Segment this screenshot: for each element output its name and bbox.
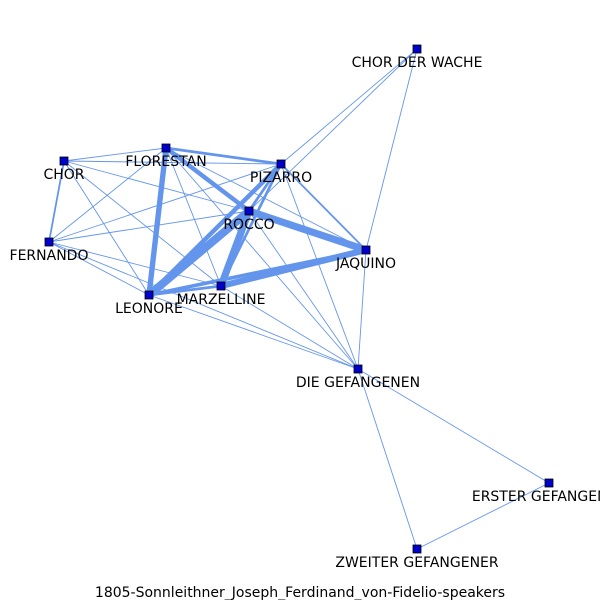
node-die_gefangenen bbox=[353, 364, 363, 374]
node-label-chor_der_wache: CHOR DER WACHE bbox=[352, 55, 483, 71]
graph-caption: 1805-Sonnleithner_Joseph_Ferdinand_von-F… bbox=[95, 585, 505, 600]
node-label-rocco: ROCCO bbox=[223, 217, 274, 233]
edge-die_gefangenen-zweiter_gefangener bbox=[357, 368, 418, 550]
edge-chor-fernando bbox=[48, 160, 65, 243]
edge-marzelline-die_gefangenen bbox=[220, 285, 359, 370]
edge-leonore-marzelline bbox=[147, 284, 223, 297]
node-jaquino bbox=[361, 245, 371, 255]
node-label-chor: CHOR bbox=[43, 167, 84, 183]
node-chor bbox=[59, 156, 69, 166]
edge-chor-marzelline bbox=[63, 160, 222, 287]
edge-chor_der_wache-pizarro bbox=[280, 48, 418, 165]
node-rocco bbox=[244, 206, 254, 216]
edge-florestan-leonore bbox=[146, 145, 169, 298]
node-fernando bbox=[44, 237, 54, 247]
node-marzelline bbox=[216, 281, 226, 291]
edge-chor-florestan bbox=[63, 147, 167, 162]
node-chor_der_wache bbox=[412, 44, 422, 54]
edge-erster_gefangener-zweiter_gefangener bbox=[416, 482, 550, 550]
nodes-layer bbox=[44, 44, 554, 554]
edge-fernando-marzelline bbox=[48, 241, 222, 287]
edge-rocco-die_gefangenen bbox=[248, 210, 359, 370]
edge-leonore-die_gefangenen bbox=[148, 294, 359, 370]
node-label-leonore: LEONORE bbox=[115, 301, 183, 317]
edge-florestan-fernando bbox=[48, 147, 167, 243]
edge-florestan-die_gefangenen bbox=[165, 147, 359, 370]
edge-florestan-pizarro bbox=[164, 146, 283, 166]
node-label-marzelline: MARZELLINE bbox=[177, 292, 266, 308]
edge-florestan-rocco bbox=[163, 145, 252, 214]
edge-pizarro-fernando bbox=[48, 163, 282, 243]
node-label-jaquino: JAQUINO bbox=[335, 256, 396, 272]
edge-fernando-leonore bbox=[48, 241, 150, 296]
edge-jaquino-die_gefangenen bbox=[357, 249, 367, 370]
edge-jaquino-leonore bbox=[147, 248, 368, 297]
node-erster_gefangener bbox=[544, 478, 554, 488]
edge-chor-rocco bbox=[63, 160, 250, 212]
node-label-pizarro: PIZARRO bbox=[250, 170, 312, 186]
edge-chor_der_wache-jaquino bbox=[365, 48, 418, 251]
node-florestan bbox=[161, 143, 171, 153]
edge-rocco-fernando bbox=[48, 210, 250, 243]
edge-rocco-leonore bbox=[144, 206, 254, 300]
edge-die_gefangenen-erster_gefangener bbox=[357, 368, 550, 484]
edge-rocco-marzelline bbox=[217, 207, 253, 290]
node-label-fernando: FERNANDO bbox=[10, 248, 89, 264]
edge-fernando-die_gefangenen bbox=[48, 241, 359, 370]
edge-pizarro-jaquino bbox=[280, 163, 367, 251]
node-label-erster_gefangener: ERSTER GEFANGENER bbox=[472, 489, 600, 505]
node-leonore bbox=[144, 290, 154, 300]
edges-layer bbox=[48, 48, 550, 550]
node-zweiter_gefangener bbox=[412, 544, 422, 554]
edge-rocco-jaquino bbox=[245, 207, 370, 254]
edge-pizarro-die_gefangenen bbox=[280, 163, 359, 370]
node-label-die_gefangenen: DIE GEFANGENEN bbox=[296, 375, 420, 391]
edge-chor_der_wache-rocco bbox=[248, 48, 418, 212]
node-label-florestan: FLORESTAN bbox=[125, 154, 206, 170]
node-pizarro bbox=[276, 159, 286, 169]
edge-florestan-jaquino bbox=[165, 147, 367, 251]
edge-chor-leonore bbox=[63, 160, 150, 296]
edge-chor-pizarro bbox=[63, 160, 282, 165]
node-label-zweiter_gefangener: ZWEITER GEFANGENER bbox=[335, 555, 499, 571]
labels-layer: CHOR DER WACHE FLORESTAN CHOR PIZARRO ROCCO F… bbox=[10, 55, 600, 571]
edge-florestan-marzelline bbox=[165, 147, 222, 287]
